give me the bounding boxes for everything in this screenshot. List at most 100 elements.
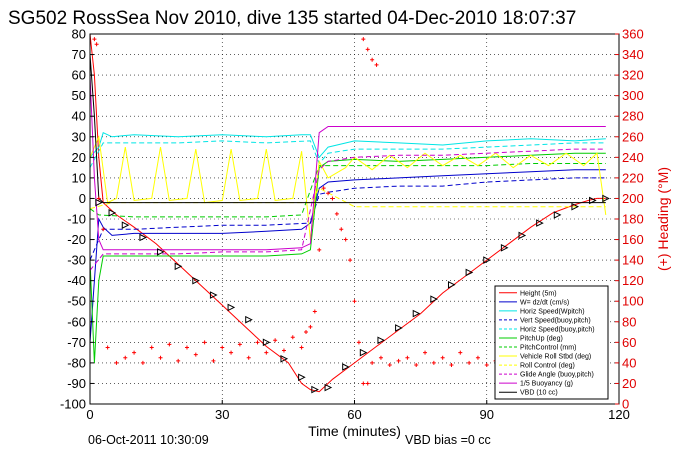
heading-point-45 [396, 358, 401, 363]
heading-point-20 [246, 355, 251, 360]
legend-label-7: Vehicle Roll Stbd (deg) [520, 354, 591, 361]
heading-point-55 [484, 362, 489, 367]
depth-marker-20 [430, 295, 438, 303]
depth-marker-layer [95, 194, 610, 394]
depth-marker-19 [412, 309, 421, 318]
x-tick-label: 0 [86, 407, 93, 422]
y-tick-label: 10 [72, 170, 86, 185]
heading-point-49 [431, 360, 436, 365]
y2-tick-label: 180 [622, 212, 644, 227]
depth-marker-3 [139, 233, 148, 242]
x-tick-label: 120 [608, 407, 630, 422]
depth-marker-29 [589, 196, 597, 205]
series-line-6 [89, 163, 606, 218]
depth-marker-30 [602, 194, 610, 203]
legend-label-10: 1/5 Buoyancy (g) [520, 381, 573, 388]
depth-marker-14 [324, 383, 333, 392]
heading-point-3 [101, 227, 106, 232]
heading-point-54 [475, 355, 480, 360]
series-line-0 [89, 33, 606, 393]
heading-point-46 [405, 355, 410, 360]
heading-point-33 [330, 196, 335, 201]
heading-point-41 [365, 381, 370, 386]
footer-date: 06-Oct-2011 10:30:09 [88, 433, 209, 447]
series-line-9 [89, 148, 606, 271]
depth-marker-5 [174, 262, 183, 271]
heading-point-51 [449, 362, 454, 367]
series-line-8 [89, 187, 606, 210]
y-tick-label: 70 [72, 47, 86, 62]
heading-point-2 [96, 196, 101, 201]
heading-point-10 [158, 355, 163, 360]
heading-point-12 [176, 358, 181, 363]
y-tick-label: 80 [72, 27, 86, 42]
depth-marker-21 [447, 280, 456, 289]
heading-point-50 [440, 355, 445, 360]
depth-marker-28 [571, 202, 580, 211]
heading-point-13 [184, 345, 189, 350]
heading-point-69 [361, 37, 366, 42]
depth-marker-12 [298, 373, 306, 382]
y-tick-label: -10 [67, 212, 86, 227]
series-line-1 [89, 169, 606, 343]
y2-tick-label: 200 [622, 191, 644, 206]
y2-tick-label: 160 [622, 232, 644, 247]
y2-tick-label: 300 [622, 88, 644, 103]
legend: Height (5m) W= dz/dt (cm/s) Horiz Speed(Wp… [494, 285, 609, 400]
depth-marker-17 [377, 336, 386, 345]
depth-marker-23 [483, 256, 491, 264]
y2-tick-label: 220 [622, 170, 644, 185]
y-tick-label: 0 [79, 191, 86, 206]
legend-label-8: Roll Control (deg) [520, 363, 575, 370]
depth-marker-9 [245, 315, 253, 324]
depth-marker-22 [465, 268, 474, 277]
y2-tick-label: 0 [622, 397, 629, 412]
chart-title: SG502 RossSea Nov 2010, dive 135 started… [8, 8, 576, 29]
heading-point-47 [414, 362, 419, 367]
x-axis-label: Time (minutes) [308, 423, 401, 439]
y-tick-label: -40 [67, 273, 86, 288]
depth-marker-0 [95, 198, 103, 207]
heading-point-32 [326, 191, 331, 196]
series-line-2 [89, 132, 606, 159]
heading-point-1 [94, 42, 99, 47]
heading-point-37 [348, 258, 353, 263]
heading-point-15 [202, 340, 207, 345]
heading-point-11 [167, 342, 172, 347]
x-tick-label: 60 [347, 407, 361, 422]
heading-point-34 [334, 211, 339, 216]
heading-point-0 [92, 37, 97, 42]
depth-marker-25 [518, 231, 527, 240]
heading-point-26 [299, 345, 304, 350]
series-layer [89, 33, 607, 393]
depth-marker-6 [192, 276, 200, 285]
heading-point-43 [378, 355, 383, 360]
heading-point-36 [343, 237, 348, 242]
y-tick-label: 60 [72, 68, 86, 83]
depth-marker-15 [342, 363, 350, 371]
depth-marker-18 [395, 324, 403, 332]
y2-tick-label: 240 [622, 150, 644, 165]
heading-point-39 [356, 340, 361, 345]
footer-note: VBD bias =0 cc [405, 433, 491, 447]
heading-point-22 [264, 350, 269, 355]
legend-label-11: VBD (10 cc) [520, 390, 558, 397]
heading-point-29 [312, 309, 317, 314]
y2-tick-label: 100 [622, 294, 644, 309]
series-line-7 [89, 134, 607, 240]
y2-tick-label: 60 [622, 335, 636, 350]
series-line-11 [89, 54, 606, 204]
series-line-5 [89, 152, 606, 363]
y2-tick-label: 40 [622, 355, 636, 370]
heading-point-21 [255, 340, 260, 345]
depth-marker-16 [359, 348, 368, 357]
heading-point-17 [220, 345, 225, 350]
y2-tick-label: 320 [622, 68, 644, 83]
heading-point-4 [105, 345, 110, 350]
heading-point-25 [290, 335, 295, 340]
heading-point-6 [123, 355, 128, 360]
depth-marker-8 [227, 303, 236, 312]
y-tick-label: 30 [72, 129, 86, 144]
y-tick-label: -50 [67, 294, 86, 309]
heading-point-27 [304, 330, 309, 335]
